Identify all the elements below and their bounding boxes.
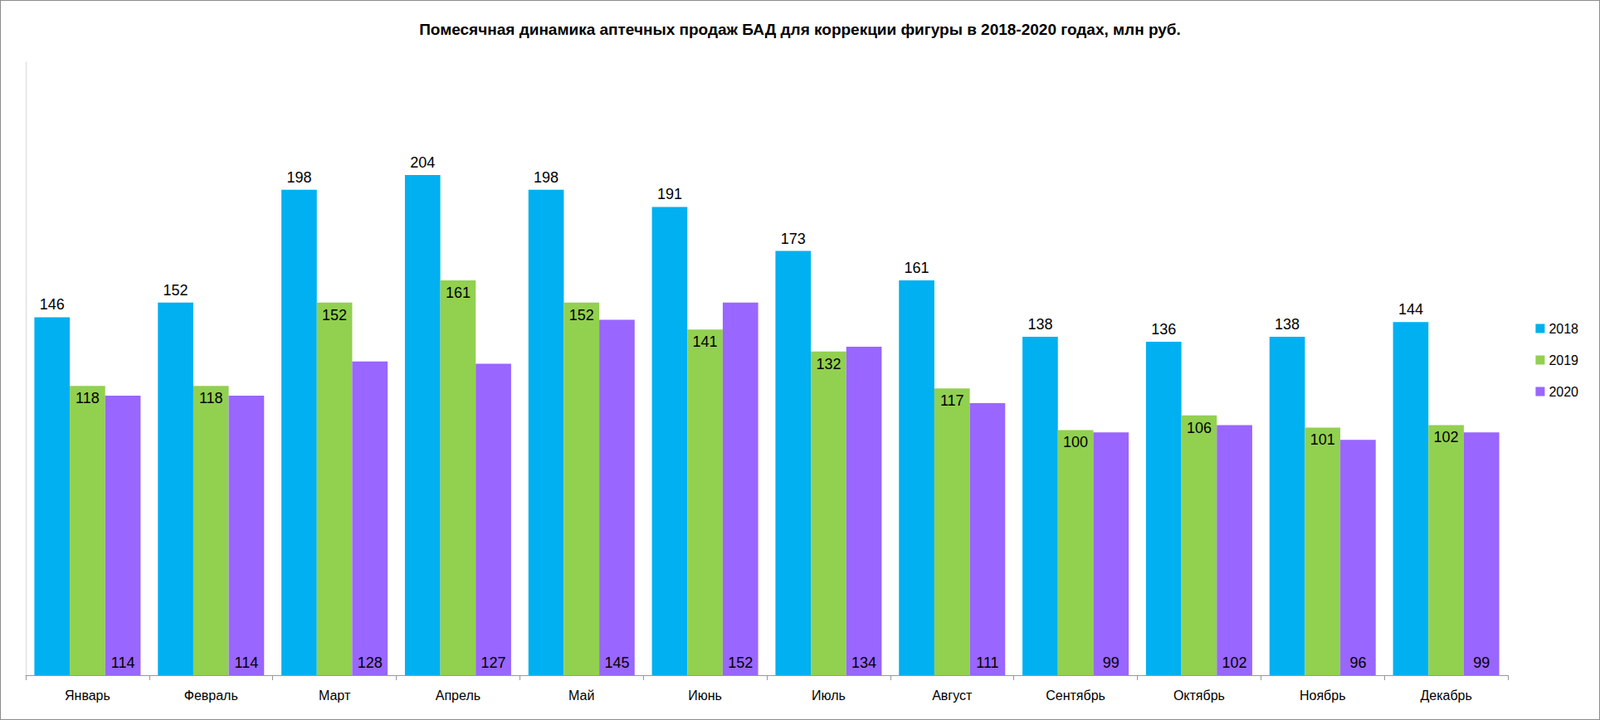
svg-text:118: 118 (199, 390, 224, 407)
svg-text:132: 132 (815, 356, 841, 373)
svg-text:99: 99 (1102, 654, 1120, 672)
svg-text:Февраль: Февраль (184, 688, 239, 703)
svg-text:114: 114 (111, 654, 136, 672)
svg-text:Январь: Январь (64, 688, 111, 703)
svg-text:144: 144 (1398, 301, 1424, 318)
svg-text:204: 204 (409, 154, 435, 171)
svg-text:198: 198 (533, 169, 559, 186)
svg-text:Апрель: Апрель (435, 688, 481, 703)
svg-text:Ноябрь: Ноябрь (1299, 688, 1347, 703)
svg-text:99: 99 (1473, 654, 1490, 672)
svg-text:161: 161 (445, 284, 471, 302)
svg-text:Июль: Июль (811, 688, 846, 703)
svg-text:146: 146 (39, 296, 65, 313)
svg-text:138: 138 (1027, 316, 1053, 333)
svg-text:141: 141 (692, 333, 718, 351)
svg-text:Март: Март (318, 688, 352, 703)
svg-text:2019: 2019 (1548, 353, 1579, 368)
svg-text:134: 134 (851, 654, 877, 672)
svg-text:118: 118 (75, 390, 100, 407)
svg-text:198: 198 (286, 169, 312, 186)
svg-text:136: 136 (1151, 321, 1176, 338)
svg-text:100: 100 (1063, 434, 1088, 451)
svg-text:102: 102 (1434, 429, 1459, 446)
svg-text:Август: Август (931, 688, 973, 703)
svg-text:2018: 2018 (1548, 321, 1579, 337)
svg-text:145: 145 (604, 654, 630, 672)
svg-text:Октябрь: Октябрь (1173, 688, 1225, 703)
svg-text:138: 138 (1274, 316, 1300, 333)
svg-text:128: 128 (357, 654, 383, 672)
svg-text:111: 111 (975, 654, 999, 672)
svg-text:Сентябрь: Сентябрь (1045, 688, 1106, 703)
svg-text:Июнь: Июнь (687, 688, 722, 703)
svg-text:127: 127 (481, 654, 507, 672)
svg-text:114: 114 (234, 654, 259, 672)
svg-text:96: 96 (1349, 654, 1366, 672)
svg-text:101: 101 (1310, 431, 1336, 449)
svg-text:152: 152 (321, 307, 347, 324)
svg-text:Декабрь: Декабрь (1419, 688, 1472, 703)
svg-text:191: 191 (657, 185, 683, 203)
svg-text:152: 152 (163, 282, 189, 299)
svg-text:106: 106 (1186, 419, 1212, 437)
svg-text:161: 161 (904, 259, 930, 277)
svg-text:117: 117 (940, 392, 965, 410)
svg-text:173: 173 (780, 230, 806, 248)
svg-text:Май: Май (568, 688, 595, 703)
svg-text:2020: 2020 (1548, 385, 1579, 400)
svg-text:Помесячная динамика аптечных п: Помесячная динамика аптечных продаж БАД … (419, 20, 1181, 39)
svg-text:102: 102 (1222, 654, 1248, 672)
svg-text:152: 152 (569, 307, 595, 324)
svg-text:152: 152 (727, 654, 753, 672)
